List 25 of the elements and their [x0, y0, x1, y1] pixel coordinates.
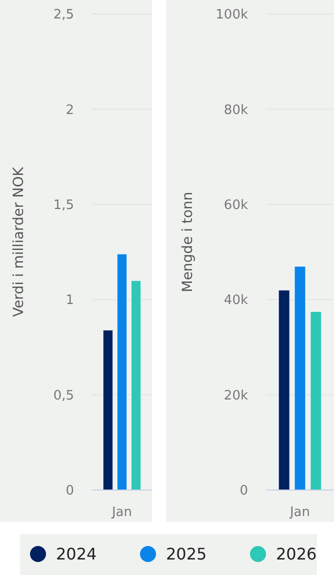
bar — [294, 266, 306, 490]
y-tick-label: 2 — [66, 102, 74, 118]
y-tick-label: 20k — [224, 388, 248, 404]
bar — [130, 280, 142, 490]
y-tick-label: 1 — [66, 293, 74, 308]
y-tick-label: 0,5 — [53, 388, 74, 404]
y-tick-label: 2,5 — [53, 8, 74, 23]
y-tick-label: 40k — [224, 293, 248, 308]
y-tick-label: 0 — [66, 484, 74, 499]
y-axis-title: Verdi i milliarder NOK — [10, 166, 27, 317]
y-axis-title: Mengde i tonn — [180, 192, 196, 292]
legend-label: 2026 — [276, 544, 317, 564]
legend-label: 2024 — [56, 544, 97, 564]
x-tick-label: Jan — [288, 505, 310, 520]
y-tick-label: 0 — [240, 484, 248, 499]
y-tick-label: 60k — [224, 198, 248, 213]
y-tick-label: 1,5 — [53, 198, 74, 213]
y-tick-label: 100k — [216, 8, 248, 23]
bar — [102, 330, 114, 490]
legend-label: 2025 — [166, 544, 207, 564]
x-tick-label: Jan — [110, 505, 132, 520]
bar — [310, 311, 322, 490]
bar — [116, 253, 128, 490]
y-tick-label: 80k — [224, 102, 248, 118]
bar — [278, 290, 290, 490]
